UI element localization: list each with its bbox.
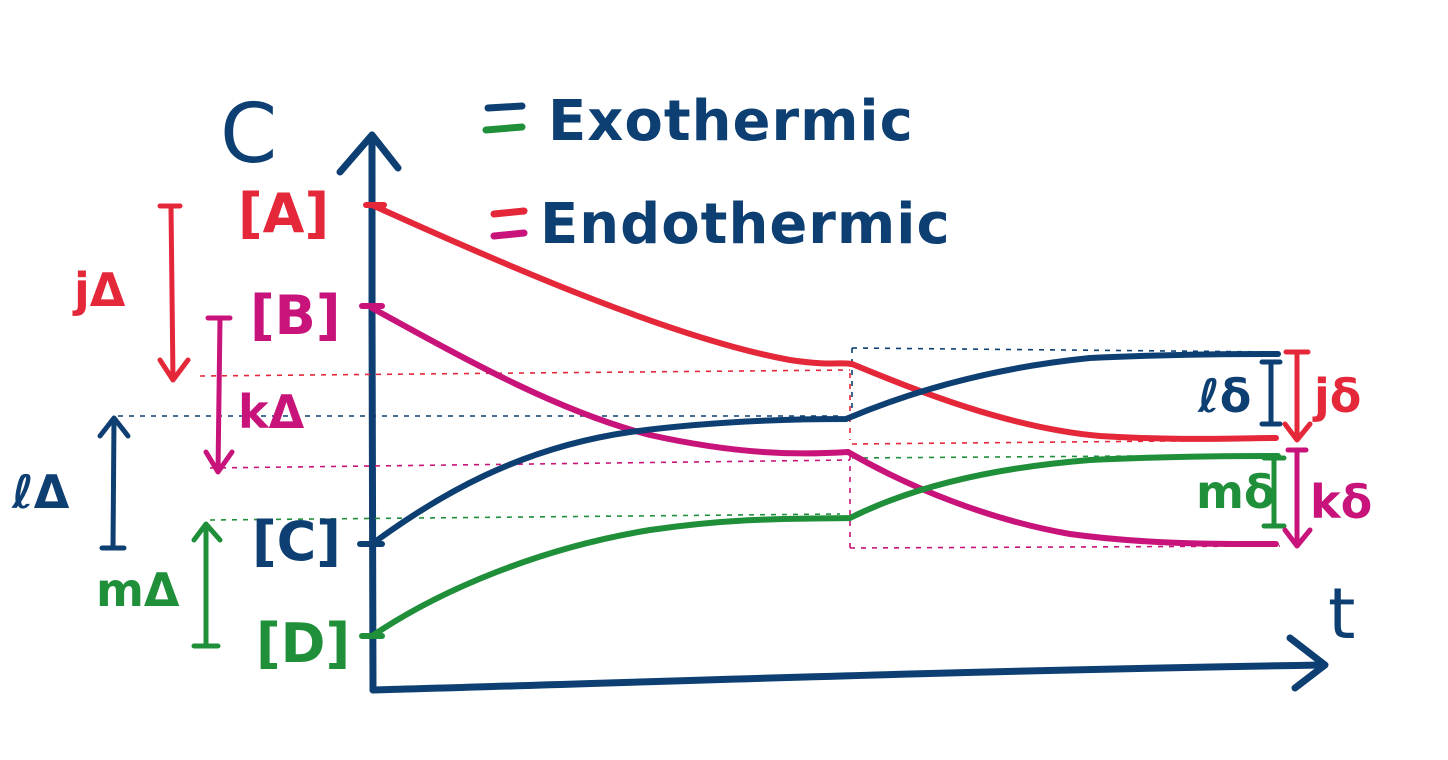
- x-axis: [369, 661, 1326, 694]
- y-axis-arrowhead: [336, 131, 402, 176]
- curve-D: [369, 453, 1281, 639]
- shift-change-labels: ℓδ jδ mδ kδ: [1196, 369, 1372, 529]
- initial-change-markers: [97, 203, 235, 649]
- label-j-delta: jΔ: [72, 263, 126, 317]
- label-l-delta-small: ℓδ: [1197, 369, 1251, 423]
- x-axis-arrowhead: [1286, 634, 1329, 692]
- concentration-curves: [357, 202, 1281, 639]
- x-axis-label: t: [1328, 573, 1355, 655]
- label-m-delta: mΔ: [96, 563, 180, 617]
- legend-swatch-red: [490, 207, 528, 218]
- guide-red-first-eq: [199, 369, 851, 377]
- legend-label-exothermic: Exothermic: [548, 89, 914, 154]
- legend-swatch-green: [482, 123, 526, 134]
- curve-B: [369, 305, 1279, 548]
- arrow-j-delta-small: [1282, 349, 1313, 443]
- legend-swatch-navy: [484, 102, 526, 112]
- label-l-delta: ℓΔ: [11, 465, 70, 519]
- guide-magenta-first-eq: [209, 459, 851, 469]
- curve-C: [369, 351, 1281, 547]
- shift-change-markers: [1259, 349, 1313, 549]
- guide-navy-box-top: [851, 347, 1279, 353]
- species-label-D: [D]: [256, 612, 350, 675]
- label-k-delta-small: kδ: [1310, 475, 1372, 529]
- axes: C t: [220, 87, 1355, 694]
- initial-change-labels: jΔ kΔ ℓΔ mΔ: [11, 263, 305, 617]
- species-labels: [A] [B] [C] [D]: [238, 182, 350, 675]
- species-label-A: [A]: [238, 182, 329, 245]
- label-k-delta: kΔ: [238, 385, 305, 439]
- arrow-k-delta-small: [1282, 447, 1313, 549]
- arrow-m-delta: [191, 521, 223, 649]
- arrow-l-delta: [97, 415, 131, 551]
- species-label-B: [B]: [250, 284, 341, 347]
- y-axis-label: C: [220, 87, 277, 182]
- label-m-delta-small: mδ: [1196, 465, 1276, 519]
- bracket-l-delta-small: [1259, 359, 1283, 427]
- bracket-m-delta-small: [1261, 455, 1287, 529]
- curve-A: [369, 202, 1279, 442]
- arrow-j-delta: [157, 203, 191, 383]
- label-j-delta-small: jδ: [1312, 369, 1361, 423]
- species-label-C: [C]: [252, 510, 341, 573]
- legend: Exothermic Endothermic: [482, 89, 951, 257]
- legend-label-endothermic: Endothermic: [540, 192, 951, 257]
- y-axis: [368, 131, 377, 694]
- arrow-k-delta: [203, 315, 235, 475]
- legend-swatch-magenta: [490, 229, 528, 240]
